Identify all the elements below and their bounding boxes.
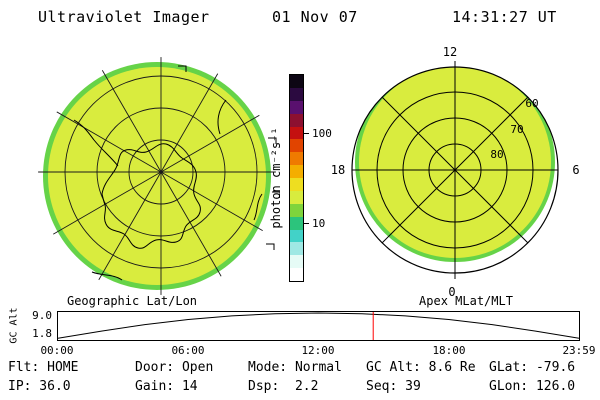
mlt-label-6: 6 bbox=[572, 163, 579, 177]
map-edge-marks bbox=[178, 65, 280, 250]
colorbar-tickmark-10 bbox=[304, 223, 309, 224]
mlat-label-60: 60 bbox=[525, 97, 538, 110]
status-glat: GLat: -79.6 bbox=[489, 360, 576, 375]
apex-plot: 12 18 6 0 60 70 80 bbox=[328, 42, 588, 300]
mlt-label-0: 0 bbox=[448, 285, 455, 299]
date-readout: 01 Nov 07 bbox=[272, 8, 358, 26]
apex-plot-caption: Apex MLat/MLT bbox=[419, 294, 513, 308]
gc-alt-ytick-top: 9.0 bbox=[32, 309, 52, 322]
mlt-spoke-diag2 bbox=[381, 96, 529, 244]
geographic-plot-caption: Geographic Lat/Lon bbox=[66, 294, 198, 308]
status-flt: Flt: HOME bbox=[8, 360, 79, 375]
status-seq: Seq: 39 bbox=[366, 379, 421, 394]
status-dsp: Dsp: 2.2 bbox=[248, 379, 319, 394]
mlt-label-12: 12 bbox=[443, 45, 457, 59]
xtick-0600: 06:00 bbox=[171, 344, 205, 357]
strip-chart-frame bbox=[57, 311, 580, 341]
gc-alt-strip-svg bbox=[57, 311, 580, 341]
mlt-label-18: 18 bbox=[331, 163, 345, 177]
colorbar-tick-10: 10 bbox=[312, 217, 326, 230]
status-glon: GLon: 126.0 bbox=[489, 379, 576, 394]
mlat-label-70: 70 bbox=[510, 123, 523, 136]
colorbar-tick-100: 100 bbox=[312, 127, 332, 140]
time-readout: 14:31:27 UT bbox=[452, 8, 557, 26]
colorbar-tickmark-100 bbox=[304, 133, 309, 134]
geographic-plot-svg bbox=[38, 57, 280, 295]
colorbar-bands bbox=[289, 74, 304, 282]
apex-plot-svg: 12 18 6 0 60 70 80 bbox=[331, 45, 580, 299]
geographic-plot bbox=[28, 46, 280, 298]
coastline bbox=[73, 99, 263, 281]
status-gain: Gain: 14 bbox=[135, 379, 198, 394]
status-ip: IP: 36.0 bbox=[8, 379, 71, 394]
gc-alt-strip-chart bbox=[57, 311, 580, 341]
colorbar-label: photon cm⁻²s⁻¹ bbox=[269, 127, 283, 229]
gc-alt-axis-label: GC Alt bbox=[8, 307, 20, 344]
gc-alt-ytick-bottom: 1.8 bbox=[32, 327, 52, 340]
xtick-2359: 23:59 bbox=[562, 344, 596, 357]
gc-alt-curve bbox=[57, 312, 580, 339]
xtick-0000: 00:00 bbox=[40, 344, 74, 357]
status-mode: Mode: Normal bbox=[248, 360, 342, 375]
status-door: Door: Open bbox=[135, 360, 214, 375]
status-gc-alt: GC Alt: 8.6 Re bbox=[366, 360, 476, 375]
aurora-disk bbox=[48, 67, 266, 285]
page-title: Ultraviolet Imager bbox=[38, 8, 210, 26]
xtick-1200: 12:00 bbox=[301, 344, 335, 357]
xtick-1800: 18:00 bbox=[432, 344, 466, 357]
mlat-label-80: 80 bbox=[490, 148, 503, 161]
